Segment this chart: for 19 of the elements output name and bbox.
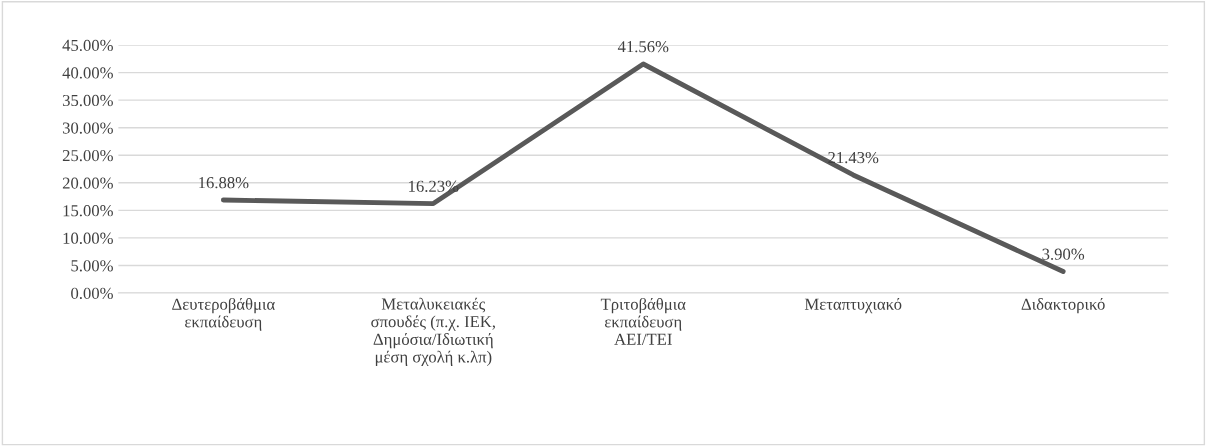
data-label: 41.56% bbox=[617, 41, 669, 53]
y-tick-label: 35.00% bbox=[62, 94, 113, 107]
x-tick-label: Τριτοβάθμια εκπαίδευση ΑΕΙ/ΤΕΙ bbox=[600, 297, 686, 345]
y-tick-label: 20.00% bbox=[62, 177, 113, 189]
y-tick-label: 0.00% bbox=[71, 287, 113, 300]
x-tick-label: Διδακτορικό bbox=[1021, 297, 1105, 314]
y-tick-label: 10.00% bbox=[63, 232, 113, 244]
y-tick-label: 40.00% bbox=[62, 67, 113, 79]
y-tick-label: 30.00% bbox=[62, 122, 113, 134]
y-tick-label: 15.00% bbox=[63, 205, 113, 217]
x-tick-label: Δευτεροβάθμια εκπαίδευση bbox=[172, 297, 275, 331]
y-tick-label: 45.00% bbox=[62, 39, 113, 52]
y-tick-label: 25.00% bbox=[62, 149, 113, 162]
x-tick-label: Μεταπτυχιακό bbox=[804, 297, 902, 314]
data-label: 21.43% bbox=[828, 151, 879, 164]
x-tick-label: Μεταλυκειακές σπουδές (π.χ. ΙΕΚ, Δημόσια/Ιδιωτική μέση σχολή κ.λπ) bbox=[371, 297, 495, 366]
y-tick-label: 5.00% bbox=[71, 260, 113, 272]
data-label: 3.90% bbox=[1042, 248, 1085, 260]
data-label: 16.88% bbox=[199, 177, 249, 189]
